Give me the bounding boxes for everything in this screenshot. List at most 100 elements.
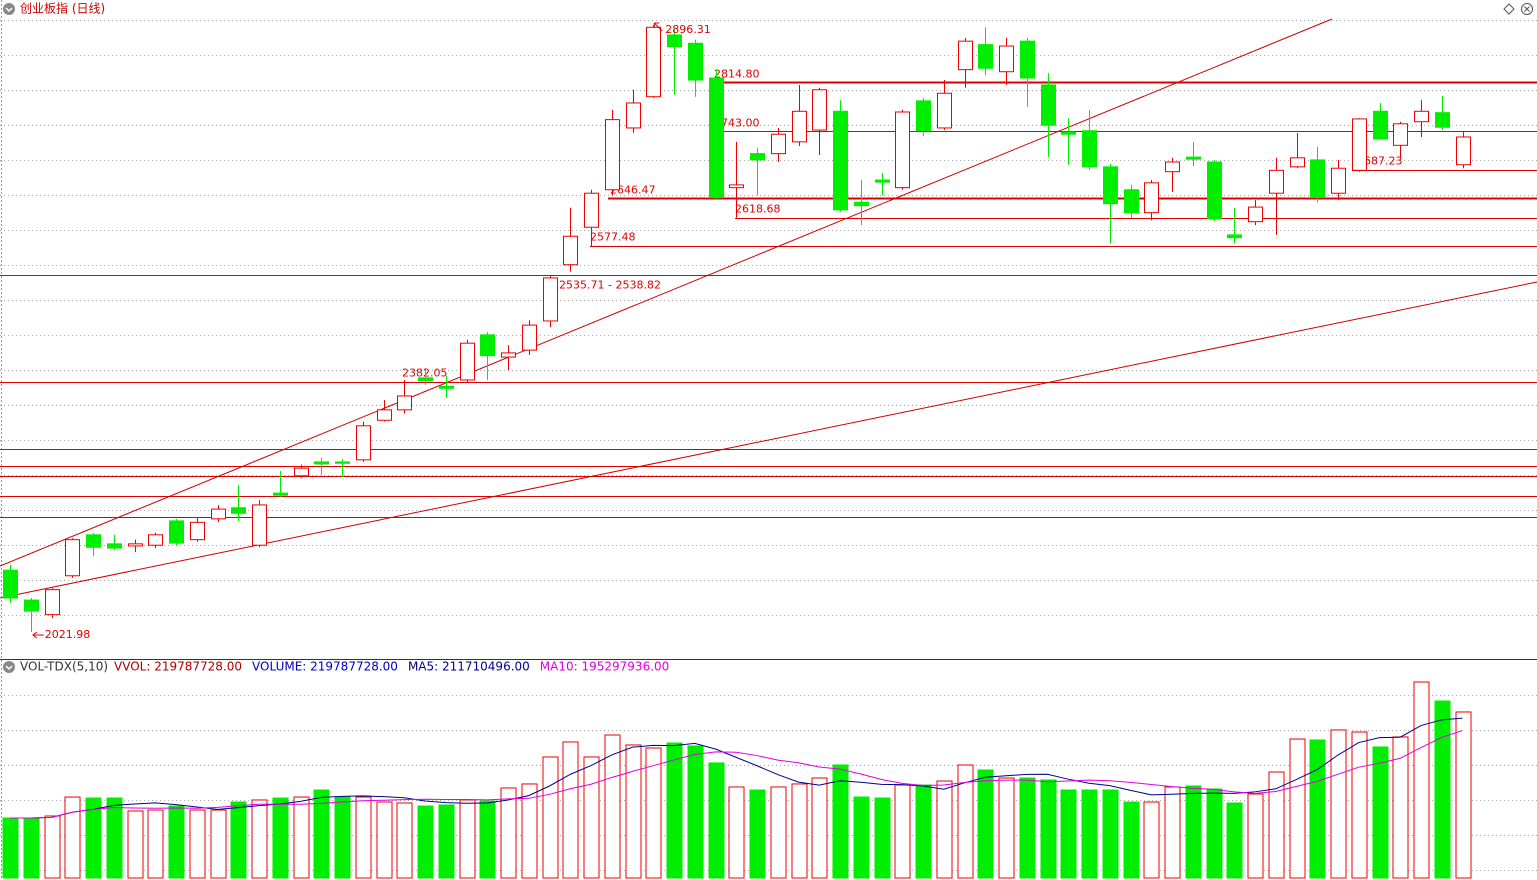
indicator-readout: MA10: 195297936.00 xyxy=(540,660,670,674)
candle-body xyxy=(854,201,869,207)
volume-bar xyxy=(977,769,994,879)
candle-body xyxy=(750,153,765,161)
menu-icon[interactable] xyxy=(3,661,15,673)
volume-bar xyxy=(562,741,579,879)
candle-body xyxy=(294,467,309,477)
candle-body xyxy=(1435,112,1450,128)
candle-body xyxy=(937,92,952,129)
candle-body xyxy=(1373,110,1388,140)
candle-body xyxy=(999,45,1014,73)
close-icon[interactable] xyxy=(1521,3,1533,15)
volume-bar xyxy=(500,787,517,879)
volume-bar xyxy=(1434,700,1451,879)
volume-bar xyxy=(168,805,185,879)
volume-bar xyxy=(998,777,1015,879)
candle-body xyxy=(1186,156,1201,160)
candles xyxy=(3,24,1471,633)
candle-body xyxy=(584,192,599,228)
volume-bar xyxy=(770,786,787,879)
close-icon-cross xyxy=(1524,6,1530,12)
volume-bar xyxy=(293,796,310,879)
candle-body xyxy=(1393,123,1408,146)
ma-line xyxy=(10,730,1463,819)
volume-bar xyxy=(1206,788,1223,879)
level-label: 2577.48 xyxy=(590,231,636,244)
candle-body xyxy=(1248,206,1263,223)
menu-icon[interactable] xyxy=(3,3,15,15)
volume-bar xyxy=(625,744,642,879)
candle-body xyxy=(605,119,620,191)
candle-body xyxy=(1269,169,1284,194)
volume-bar xyxy=(1040,779,1057,879)
candle-body xyxy=(543,277,558,322)
candle-body xyxy=(128,543,143,547)
candle-body xyxy=(812,89,827,131)
candle-body xyxy=(895,111,910,189)
volume-bar xyxy=(334,796,351,879)
candle-body xyxy=(460,342,475,381)
volume-bar xyxy=(542,756,559,879)
volume-bar xyxy=(1455,711,1472,879)
candle-body xyxy=(169,520,184,544)
volume-bar xyxy=(666,742,683,879)
pointer-arrow xyxy=(32,631,44,639)
candle-body xyxy=(688,42,703,81)
candle-body xyxy=(1456,136,1471,166)
volume-bar xyxy=(1185,785,1202,879)
level-label: 2743.00 xyxy=(714,117,760,130)
volume-bar xyxy=(1060,789,1077,879)
level-label: 2687.23 xyxy=(1357,155,1403,168)
pointer-arrow xyxy=(653,22,663,32)
candle-body xyxy=(1041,84,1056,126)
candle-body xyxy=(667,34,682,48)
candle-body xyxy=(314,461,329,465)
trend-line xyxy=(0,18,1333,567)
volume-bar xyxy=(2,817,19,879)
volume-bar xyxy=(1081,789,1098,879)
candle-body xyxy=(646,26,661,98)
candle-body xyxy=(1082,130,1097,168)
candle-body xyxy=(1310,159,1325,198)
volume-bar xyxy=(64,796,81,879)
candle-body xyxy=(273,492,288,496)
candle-body xyxy=(771,133,786,155)
high-label: 2896.31 xyxy=(665,23,711,36)
ma-line xyxy=(10,717,1463,819)
volume-bar xyxy=(417,805,434,879)
volume-bar xyxy=(1372,746,1389,879)
candle-body xyxy=(958,40,973,71)
volume-bar xyxy=(230,801,247,879)
candle-body xyxy=(501,352,516,358)
level-label: 2646.47 xyxy=(610,184,656,197)
candle-body xyxy=(916,100,931,132)
volume-bar xyxy=(396,802,413,879)
volume-bar xyxy=(85,797,102,879)
volume-bar xyxy=(811,777,828,879)
volume-bar xyxy=(23,817,40,879)
volume-bar xyxy=(106,797,123,879)
volume-bar xyxy=(728,786,745,879)
candle-body xyxy=(1207,161,1222,220)
candle-body xyxy=(1124,189,1139,214)
volume-bar xyxy=(355,796,372,879)
candle-body xyxy=(833,110,848,211)
candle-body xyxy=(480,334,495,357)
menu-icon-arrow xyxy=(5,7,13,13)
volume-bar xyxy=(479,800,496,879)
volume-bar xyxy=(147,809,164,879)
volume-bar xyxy=(583,756,600,879)
volume-bar xyxy=(749,789,766,879)
volume-bar xyxy=(210,809,227,879)
candle-body xyxy=(1061,131,1076,135)
volume-readouts: VOL-TDX(5,10) VVOL: 219787728.00 VOLUME: 2… xyxy=(20,660,669,674)
candle-body xyxy=(729,184,744,189)
volume-bar xyxy=(915,784,932,879)
volume-bar xyxy=(1289,738,1306,879)
volume-bar xyxy=(1247,793,1264,879)
diamond-icon[interactable] xyxy=(1503,3,1515,15)
volume-bar xyxy=(459,799,476,879)
candle-body xyxy=(1290,157,1305,168)
volume-bar xyxy=(957,764,974,879)
candle-body xyxy=(24,599,39,612)
